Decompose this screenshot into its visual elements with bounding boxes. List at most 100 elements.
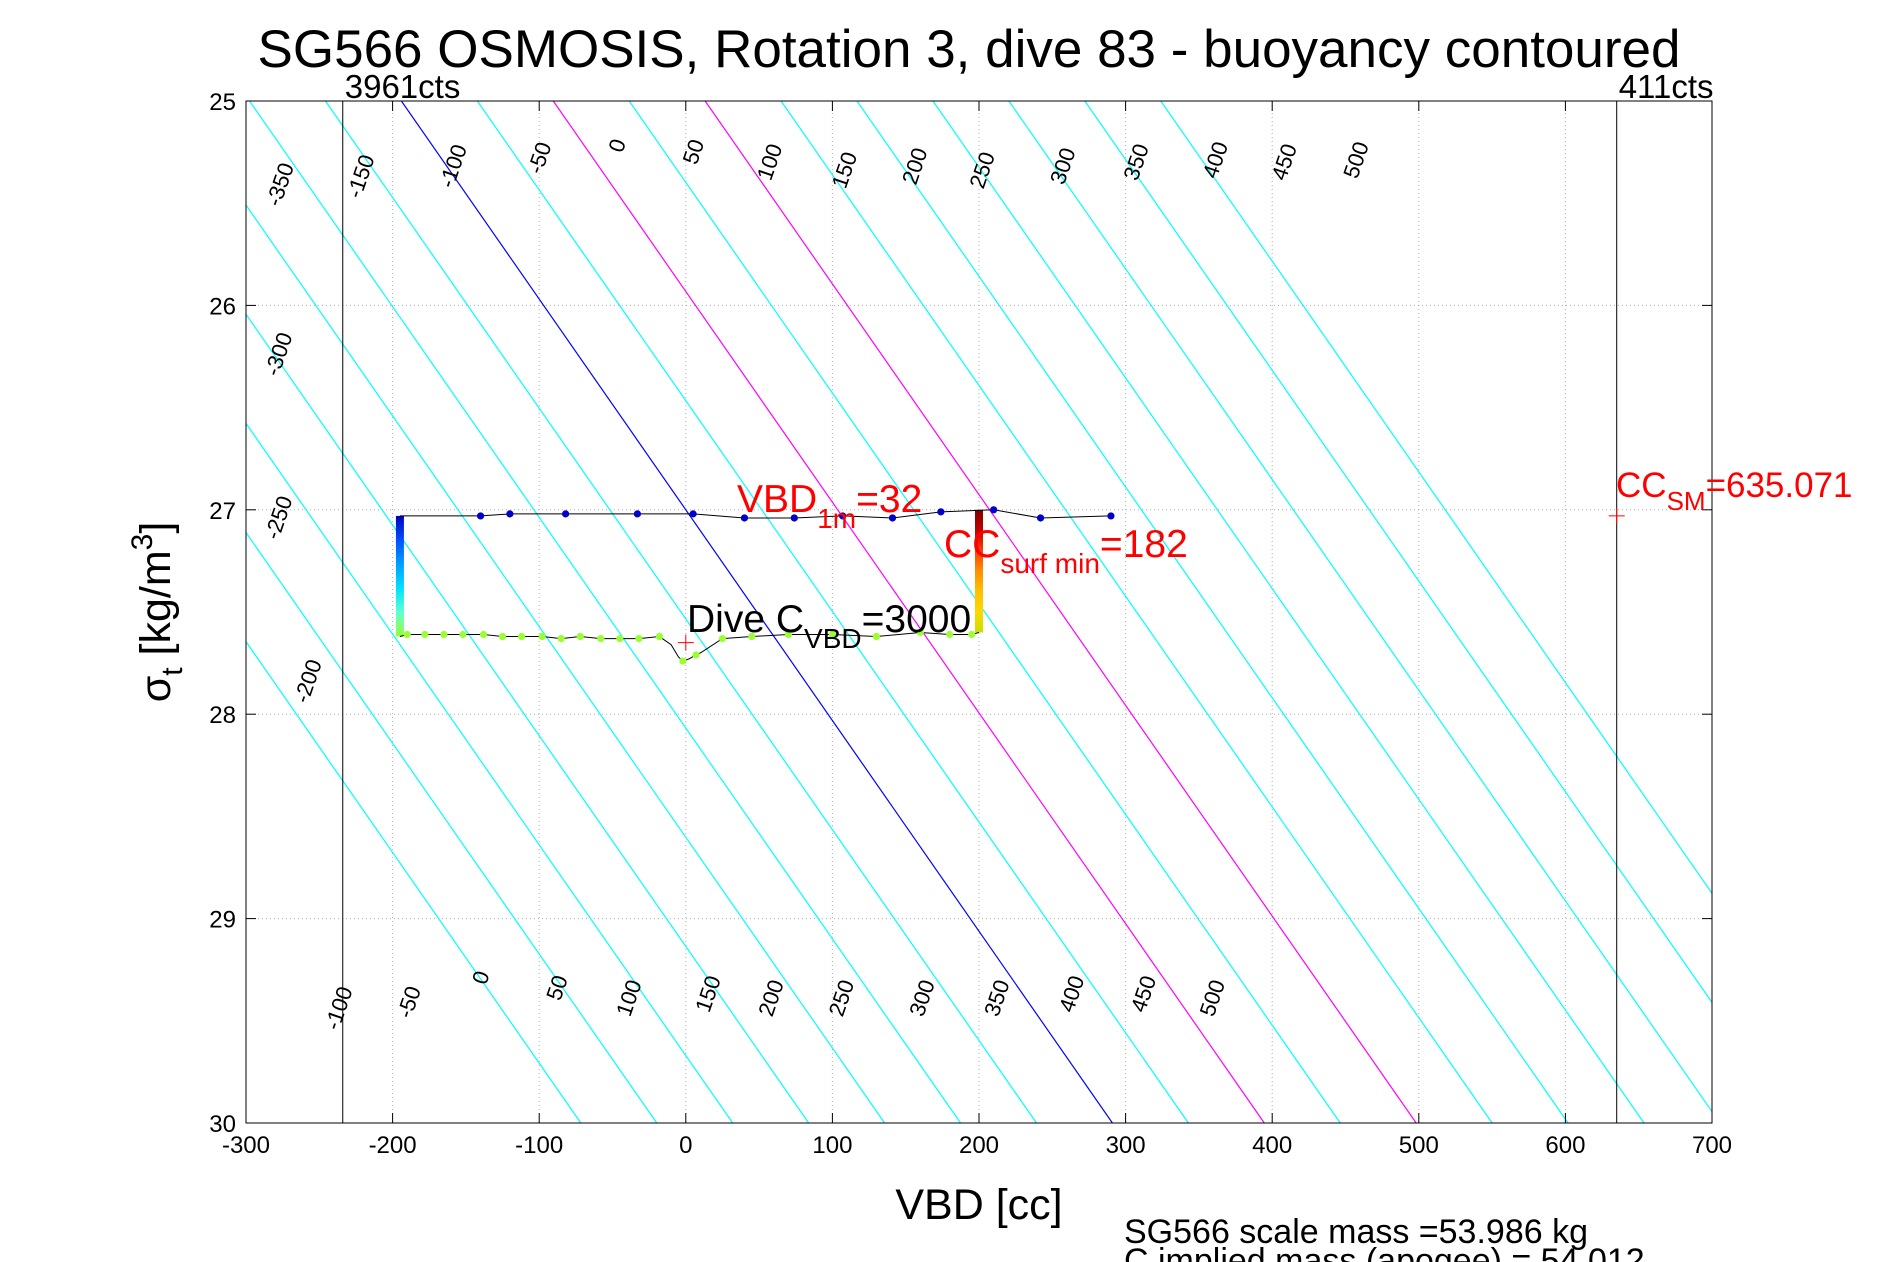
x-tick-label: 200	[959, 1132, 999, 1159]
y-axis-label-sub: t	[156, 667, 189, 676]
y-tick-label: 27	[209, 498, 236, 525]
annotation-dive-c-vbd-main: Dive C	[687, 598, 804, 641]
color-column	[395, 515, 404, 637]
annotation-cc-surf-min: CCsurf min=182	[944, 523, 1188, 579]
contour-line	[704, 101, 1417, 1123]
annotation-dive-c-vbd-value: =3000	[862, 598, 972, 641]
x-tick-label: 100	[812, 1132, 852, 1159]
series-line-dive	[399, 509, 1111, 519]
series-point-climb	[635, 634, 643, 643]
annotation-cc-sm-sub: SM	[1667, 486, 1706, 516]
series-point-climb	[518, 632, 526, 641]
y-tick-label: 30	[209, 1111, 236, 1138]
series-point-climb	[421, 630, 429, 639]
chart-title: SG566 OSMOSIS, Rotation 3, dive 83 - buo…	[258, 20, 1681, 79]
contour-line	[1008, 101, 1712, 1113]
series-point-climb	[557, 634, 565, 643]
annotation-cc-surf-min-main: CC	[944, 523, 1000, 566]
x-tick-label: 700	[1692, 1132, 1732, 1159]
annotation-cc-sm-main: CC	[1616, 466, 1667, 505]
series-point-dive	[740, 514, 749, 522]
x-tick-label: -200	[369, 1132, 417, 1159]
series-point-climb	[916, 628, 924, 637]
annotation-cc-surf-min-value: =182	[1100, 523, 1188, 566]
y-axis-label-main: σ	[132, 676, 180, 703]
contour-line	[1084, 101, 1712, 1004]
contour-line	[249, 101, 962, 1123]
footer-scale-mass: SG566 scale mass =53.986 kg	[1124, 1213, 1588, 1251]
series-point-climb	[597, 634, 605, 643]
y-tick-label: 26	[209, 293, 236, 320]
x-tick-label: 500	[1399, 1132, 1439, 1159]
series-point-dive	[506, 510, 514, 518]
series-point-climb	[538, 632, 546, 641]
series-point-dive	[689, 510, 697, 518]
series-point-climb	[718, 634, 727, 643]
footer-implied-mass: C implied mass (apogee) = 54.012	[1124, 1242, 1645, 1262]
contour-line	[552, 101, 1265, 1123]
annotation-cc-surf-min-sub: surf min	[1000, 548, 1100, 579]
contour-line	[780, 101, 1493, 1123]
series-point-climb	[440, 630, 448, 639]
series-point-dive	[990, 506, 998, 514]
count-limit-lines: 3961cts 411cts	[342, 68, 1714, 1123]
count-limit-label: 3961cts	[345, 68, 461, 105]
series-point-climb	[828, 630, 837, 639]
contour-line	[246, 531, 658, 1123]
annotation-vbd-1m-sub: 1m	[817, 503, 856, 534]
annotation-vbd-1m-main: VBD	[737, 478, 817, 521]
annotation-vbd-1m: VBD1m=32	[737, 478, 922, 534]
y-tick-label: 28	[209, 702, 236, 729]
contour-line	[246, 204, 886, 1123]
y-axis-label-close: ]	[132, 522, 180, 534]
y-tick-label: 29	[209, 907, 236, 934]
y-axis-label: σt [kg/m3]	[126, 522, 189, 703]
x-tick-label: -100	[515, 1132, 563, 1159]
contour-line	[324, 101, 1037, 1123]
series-point-dive	[1036, 514, 1045, 522]
axis-ticks: -300 -200 -100 0 100 200 300 400 500 600 700 25 26 27…	[209, 89, 1732, 1159]
data-series	[395, 506, 1115, 665]
contour-line	[1160, 101, 1712, 895]
annotation-dive-c-vbd-sub: VBD	[804, 623, 862, 654]
contour-line	[932, 101, 1645, 1123]
series-point-climb	[679, 657, 687, 665]
series-point-dive	[633, 510, 642, 518]
series-point-climb	[576, 632, 584, 641]
series-point-dive	[888, 514, 897, 522]
series-point-climb	[498, 632, 507, 641]
series-point-dive	[790, 514, 798, 522]
contour-line	[246, 422, 734, 1123]
annotation-dive-c-vbd: Dive CVBD=3000	[687, 598, 971, 654]
contour-line	[628, 101, 1341, 1123]
point-markers	[677, 507, 1625, 651]
series-point-climb	[872, 632, 880, 641]
x-tick-label: 600	[1545, 1132, 1585, 1159]
contour-line	[400, 101, 1113, 1123]
x-tick-label: 300	[1106, 1132, 1146, 1159]
series-point-climb	[616, 634, 624, 643]
series-point-climb	[479, 630, 488, 639]
series-point-climb	[459, 630, 467, 639]
series-point-dive	[839, 512, 847, 520]
x-tick-label: 0	[679, 1132, 692, 1159]
contour-line	[246, 640, 582, 1123]
y-axis-label-rest: [kg/m	[132, 550, 180, 667]
x-tick-label: -300	[222, 1132, 270, 1159]
series-point-dive	[937, 508, 945, 516]
series-point-climb	[655, 632, 664, 641]
series-point-climb	[784, 630, 793, 639]
series-point-dive	[561, 510, 570, 518]
y-tick-label: 25	[209, 89, 236, 116]
series-point-dive	[476, 512, 485, 520]
contour-line	[246, 313, 810, 1123]
series-point-climb	[968, 630, 976, 639]
count-limit-label: 411cts	[1619, 68, 1714, 105]
series-point-climb	[748, 632, 756, 641]
series-point-dive	[1107, 512, 1115, 520]
annotation-cc-sm: CCSM=635.071	[1616, 466, 1853, 516]
color-column	[975, 509, 983, 633]
series-point-climb	[692, 651, 700, 659]
annotation-vbd-1m-value: =32	[856, 478, 922, 521]
